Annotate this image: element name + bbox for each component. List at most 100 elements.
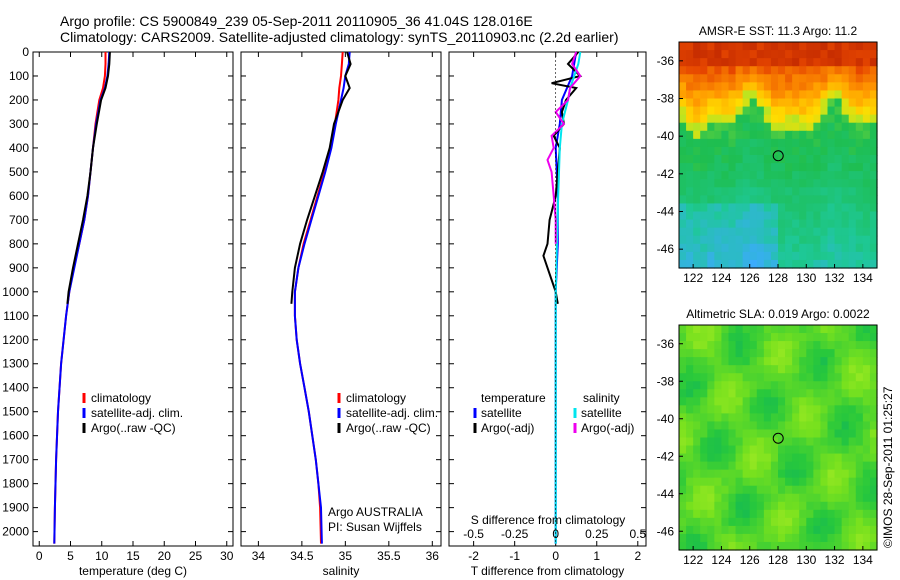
sla-map-cell bbox=[834, 373, 843, 382]
sla-map-cell bbox=[721, 445, 730, 455]
temperature-ytick-label: 1100 bbox=[3, 309, 29, 323]
sla-map-cell bbox=[820, 501, 829, 511]
sst-map-cell bbox=[735, 171, 744, 180]
sst-map-cell bbox=[827, 259, 836, 269]
sla-map-cell bbox=[686, 381, 694, 390]
sst-map-cell bbox=[785, 98, 793, 108]
sla-map-cell bbox=[686, 485, 694, 495]
sst-map-cell bbox=[728, 259, 737, 269]
salinity-series-satellite-adj-clim- bbox=[293, 51, 351, 544]
sla-map-cell bbox=[820, 453, 829, 463]
sst-map-cell bbox=[721, 138, 730, 148]
sst-map-cell bbox=[869, 122, 878, 132]
sst-map-cell bbox=[869, 130, 878, 140]
sla-map-cell bbox=[806, 421, 814, 431]
sla-map-cell bbox=[770, 429, 779, 439]
sst-map-cell bbox=[806, 203, 814, 213]
sla-map-cell bbox=[700, 421, 708, 431]
sst-map-cell bbox=[728, 106, 737, 116]
sst-map-cell bbox=[862, 187, 871, 196]
sst-map-cell bbox=[806, 138, 814, 148]
sla-map-cell bbox=[862, 405, 871, 414]
sla-map-cell bbox=[714, 373, 723, 382]
sst-map-cell bbox=[700, 187, 708, 196]
sla-map-cell bbox=[785, 501, 793, 511]
sla-map-cell bbox=[827, 365, 836, 374]
sla-map-cell bbox=[785, 357, 793, 366]
sla-map-cell bbox=[841, 477, 850, 487]
sst-map-cell bbox=[735, 227, 744, 237]
sla-map-cell bbox=[728, 397, 737, 406]
sla-map-cell bbox=[770, 365, 779, 374]
sst-map-cell bbox=[792, 98, 800, 108]
salinity-frame bbox=[240, 51, 442, 547]
sla-map-cell bbox=[749, 341, 758, 350]
sla-map-cell bbox=[799, 365, 807, 374]
sst-map-cell bbox=[686, 171, 694, 180]
sla-map-cell bbox=[700, 469, 708, 479]
sla-map-cell bbox=[785, 421, 793, 431]
sst-map-cell bbox=[679, 90, 687, 100]
sst-map-cell bbox=[827, 82, 836, 92]
sla-map-cell bbox=[686, 477, 694, 487]
sla-map-cell bbox=[813, 453, 822, 463]
sla-map-cell bbox=[827, 517, 836, 527]
sst-map-cell bbox=[742, 227, 751, 237]
sst-map-cell bbox=[770, 243, 779, 253]
sla-map-cell bbox=[806, 445, 814, 455]
temperature-ytick-label: 700 bbox=[9, 213, 29, 227]
sst-map-cell bbox=[806, 219, 814, 229]
sst-map-cell bbox=[700, 42, 708, 51]
sla-map-cell bbox=[785, 469, 793, 479]
sla-map-cell bbox=[721, 493, 730, 503]
temperature-ytick-label: 900 bbox=[9, 261, 29, 275]
sla-map-cell bbox=[834, 461, 843, 471]
sst-map-cell bbox=[848, 259, 857, 269]
sla-map-cell bbox=[806, 357, 814, 366]
sst-map-cell bbox=[869, 195, 878, 205]
sst-map-cell bbox=[862, 155, 871, 164]
sla-map-cell bbox=[735, 389, 744, 398]
sst-map-cell bbox=[749, 98, 758, 108]
sla-map-cell bbox=[742, 325, 751, 334]
sla-map-cell bbox=[714, 485, 723, 495]
temperature-xlabel: temperature (deg C) bbox=[79, 564, 187, 578]
sla-map-cell bbox=[827, 445, 836, 455]
sla-map-cell bbox=[862, 541, 871, 551]
sla-map-cell bbox=[735, 493, 744, 503]
sla-map-cell bbox=[742, 517, 751, 527]
sla-map-cell bbox=[728, 349, 737, 358]
sst-map-cell bbox=[714, 163, 723, 172]
sst-map-cell bbox=[848, 235, 857, 245]
sst-map-cell bbox=[848, 90, 857, 100]
sst-map-cell bbox=[763, 163, 772, 172]
sla-map-cell bbox=[721, 437, 730, 447]
sst-map-cell bbox=[679, 122, 687, 132]
sla-map-cell bbox=[728, 405, 737, 414]
sst-map-cell bbox=[693, 259, 701, 269]
sst-map-cell bbox=[848, 74, 857, 83]
sla-map-cell bbox=[742, 373, 751, 382]
sla-map-cell bbox=[700, 397, 708, 406]
sst-map-cell bbox=[742, 130, 751, 140]
sst-map-cell bbox=[827, 138, 836, 148]
sst-map-cell bbox=[756, 219, 765, 229]
sst-map-cell bbox=[763, 106, 772, 116]
sst-map-cell bbox=[770, 171, 779, 180]
sla-map-cell bbox=[820, 357, 829, 366]
sst-map-cell bbox=[728, 42, 737, 51]
salinity-xtick-label: 35.5 bbox=[377, 549, 401, 563]
sla-map-cell bbox=[869, 373, 878, 382]
sst-map-cell bbox=[841, 171, 850, 180]
sst-map-cell bbox=[806, 146, 814, 156]
sla-map-cell bbox=[679, 405, 687, 414]
sst-map-cell bbox=[862, 171, 871, 180]
sst-map-cell bbox=[806, 98, 814, 108]
sla-map-cell bbox=[728, 333, 737, 342]
sst-map-cell bbox=[778, 187, 786, 196]
sla-map-cell bbox=[855, 341, 864, 350]
sst-map-cell bbox=[848, 211, 857, 221]
sla-map-cell bbox=[770, 445, 779, 455]
sla-map-cell bbox=[763, 437, 772, 447]
sla-map-cell bbox=[813, 325, 822, 334]
